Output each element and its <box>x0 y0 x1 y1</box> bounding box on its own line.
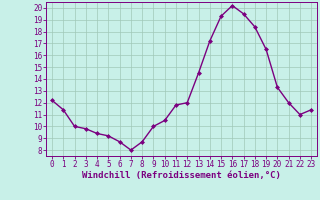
X-axis label: Windchill (Refroidissement éolien,°C): Windchill (Refroidissement éolien,°C) <box>82 171 281 180</box>
